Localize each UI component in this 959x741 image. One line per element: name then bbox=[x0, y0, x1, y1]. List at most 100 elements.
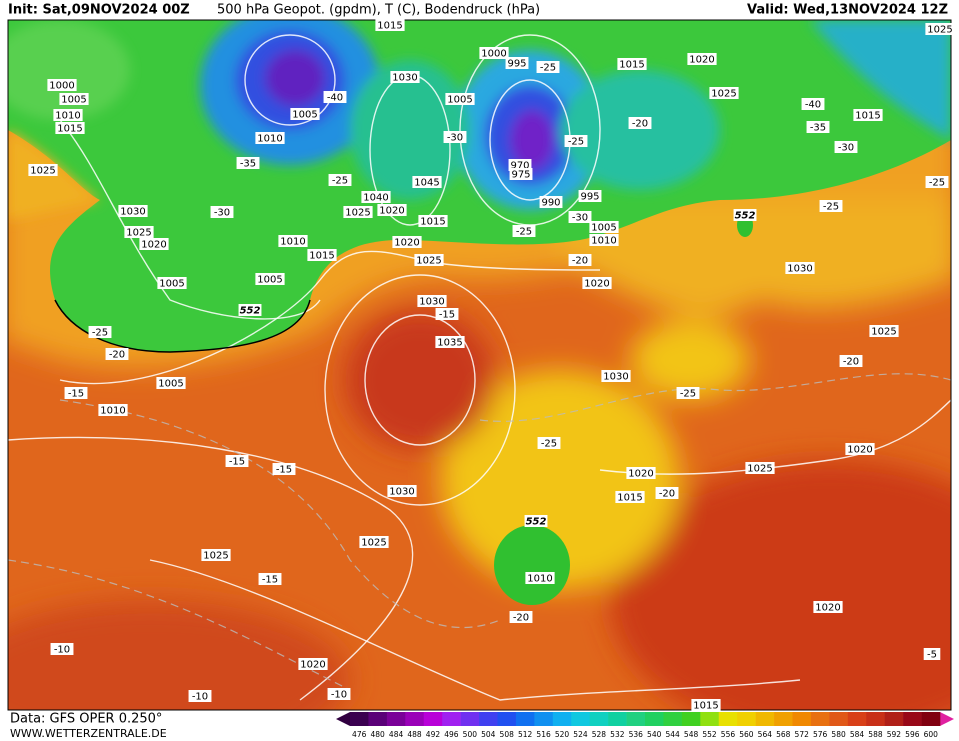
temperature-label-box bbox=[509, 611, 533, 623]
colorbar-label: 572 bbox=[795, 730, 810, 739]
colorbar-label: 496 bbox=[444, 730, 459, 739]
height-label-box bbox=[524, 515, 548, 527]
temperature-label: -25 bbox=[680, 389, 696, 400]
temperature-label: -25 bbox=[516, 227, 532, 238]
colorbar-label: 492 bbox=[426, 730, 441, 739]
temperature-label: -20 bbox=[572, 256, 588, 267]
isobar-label: 1025 bbox=[361, 538, 386, 549]
colorbar-label: 508 bbox=[500, 730, 515, 739]
map-labels: 1015100010051010101510251030102510201005… bbox=[28, 19, 955, 712]
isobar-label-box bbox=[255, 132, 285, 144]
isobar-label-box bbox=[377, 204, 407, 216]
isobar-label-box bbox=[278, 235, 308, 247]
isobar-label: 1010 bbox=[527, 574, 552, 585]
temperature-label-box bbox=[225, 455, 249, 467]
temperature-label: -25 bbox=[541, 439, 557, 450]
colorbar-label: 536 bbox=[629, 730, 644, 739]
isobar-label: 1005 bbox=[159, 279, 184, 290]
colorbar-cell bbox=[866, 712, 885, 726]
isobar-label-box bbox=[255, 273, 285, 285]
temperature-label: -20 bbox=[109, 350, 125, 361]
isobar-label: 1025 bbox=[871, 327, 896, 338]
isobar-label: 1025 bbox=[30, 166, 55, 177]
temperature-label: -25 bbox=[92, 328, 108, 339]
isobar-label-box bbox=[615, 491, 645, 503]
isobar-label: 1035 bbox=[437, 338, 462, 349]
temperature-label: -25 bbox=[332, 176, 348, 187]
colorbar-label: 548 bbox=[684, 730, 699, 739]
temperature-label-box bbox=[564, 135, 588, 147]
cutoff-low bbox=[494, 525, 570, 605]
temperature-label-box bbox=[923, 648, 941, 660]
isobar-label-box bbox=[869, 325, 899, 337]
isobar-label: 1020 bbox=[689, 55, 714, 66]
colorbar-label: 528 bbox=[592, 730, 607, 739]
colorbar-cell bbox=[755, 712, 775, 726]
colorbar-cell bbox=[737, 712, 756, 726]
isobar-label-box bbox=[845, 443, 875, 455]
isobar-label: 1025 bbox=[126, 228, 151, 239]
temperature-label: -20 bbox=[513, 613, 529, 624]
isobar-label: 1030 bbox=[603, 372, 628, 383]
isobar-label: 1030 bbox=[392, 73, 417, 84]
isobar-label-box bbox=[387, 485, 417, 497]
isobar-label: 1010 bbox=[100, 406, 125, 417]
colorbar-label: 564 bbox=[758, 730, 773, 739]
colorbar-cell bbox=[386, 712, 406, 726]
temperature-label: -10 bbox=[54, 645, 70, 656]
temperature-label-box bbox=[568, 211, 592, 223]
isobar-label-box bbox=[47, 79, 77, 91]
temperature-label: -10 bbox=[331, 690, 347, 701]
temperature-label-box bbox=[839, 355, 863, 367]
colorbar-cell bbox=[515, 712, 535, 726]
colorbar-cell bbox=[884, 712, 904, 726]
temperature-label: -10 bbox=[192, 692, 208, 703]
colorbar-arrow-left bbox=[336, 712, 350, 726]
temperature-label: -20 bbox=[632, 119, 648, 130]
colorbar-label: 532 bbox=[610, 730, 625, 739]
isobar-label: 1000 bbox=[49, 81, 74, 92]
isobar-label-box bbox=[98, 404, 128, 416]
colorbar-label: 484 bbox=[389, 730, 404, 739]
temperature-label-box bbox=[328, 174, 352, 186]
map-frame bbox=[7, 19, 952, 711]
temperature-label: -30 bbox=[447, 133, 463, 144]
colorbar-cell bbox=[460, 712, 480, 726]
height-label: 552 bbox=[526, 517, 547, 528]
data-source: Data: GFS OPER 0.250° bbox=[10, 712, 162, 727]
temperature-label-box bbox=[801, 98, 825, 110]
isobar-label-box bbox=[414, 254, 444, 266]
isobar-label-box bbox=[445, 93, 475, 105]
temperature-label-box bbox=[628, 117, 652, 129]
isobar-label: 1030 bbox=[787, 264, 812, 275]
isobar-label-box bbox=[479, 47, 509, 59]
colorbar-label: 584 bbox=[850, 730, 865, 739]
isobar-label-box bbox=[290, 108, 320, 120]
isobar-label-box bbox=[785, 262, 815, 274]
temperature-label: -20 bbox=[843, 357, 859, 368]
isobar-label: 995 bbox=[507, 59, 526, 70]
isobar-label: 1030 bbox=[419, 297, 444, 308]
isobar-label: 1005 bbox=[591, 223, 616, 234]
isobar-label-box bbox=[307, 249, 337, 261]
isobar-label: 1025 bbox=[711, 89, 736, 100]
temperature-label: -35 bbox=[240, 159, 256, 170]
temperature-label-box bbox=[64, 387, 88, 399]
isobar-label-box bbox=[709, 87, 739, 99]
colorbar-cell bbox=[423, 712, 443, 726]
isobar-label: 1020 bbox=[584, 279, 609, 290]
temperature-label-box bbox=[655, 487, 679, 499]
isobar-label-box bbox=[505, 57, 529, 69]
colorbar: 476 480 484 488 492 496 500 504 508 512 516 520 524 5… bbox=[336, 712, 954, 739]
temperature-label-box bbox=[834, 141, 858, 153]
isobar-label-box bbox=[118, 205, 148, 217]
isobar-label-box bbox=[156, 377, 186, 389]
colorbar-cell bbox=[829, 712, 849, 726]
temperature-label: -25 bbox=[568, 137, 584, 148]
colorbar-label: 540 bbox=[647, 730, 662, 739]
isobar-label: 1020 bbox=[815, 603, 840, 614]
website: WWW.WETTERZENTRALE.DE bbox=[10, 727, 167, 740]
isobar-label: 1020 bbox=[141, 240, 166, 251]
isobar-label: 1025 bbox=[203, 551, 228, 562]
